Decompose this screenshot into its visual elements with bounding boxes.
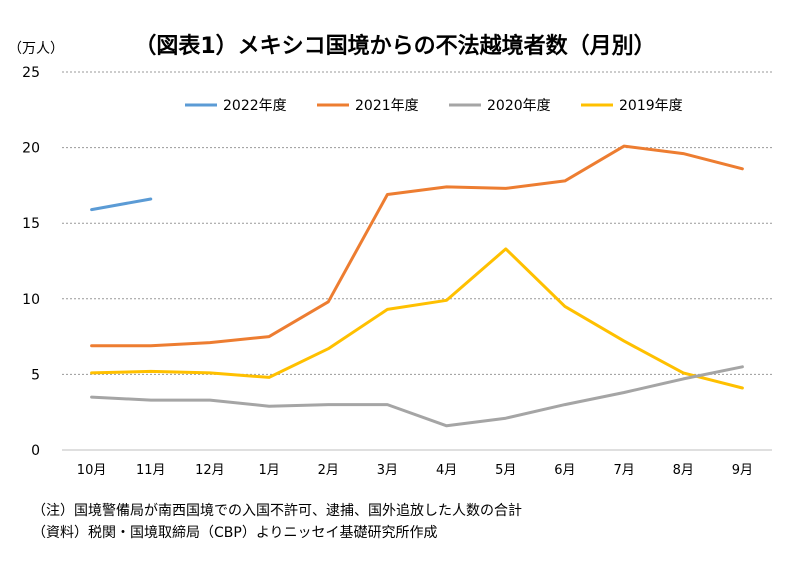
- x-tick-label: 3月: [377, 463, 398, 478]
- x-tick-labels: 10月 11月 12月 1月 2月 3月 4月 5月 6月 7月 8月 9月: [77, 463, 753, 478]
- x-tick-label: 6月: [554, 463, 575, 478]
- y-tick-label: 5: [31, 367, 40, 383]
- y-tick-labels: 0 5 10 15 20 25: [22, 65, 40, 459]
- legend-label: 2019年度: [619, 98, 683, 114]
- gridlines: [62, 71, 772, 451]
- series-line-2: [90, 144, 744, 348]
- footnote-note: （注）国境警備局が南西国境での入国不許可、逮捕、国外追放した人数の合計: [32, 503, 522, 519]
- x-tick-label: 5月: [495, 463, 516, 478]
- x-tick-label: 4月: [436, 463, 457, 478]
- y-tick-label: 20: [22, 141, 40, 157]
- legend-label: 2022年度: [223, 98, 287, 114]
- x-tick-label: 1月: [258, 463, 279, 478]
- x-tick-label: 9月: [732, 463, 753, 478]
- legend-label: 2020年度: [487, 98, 551, 114]
- footnote-source: （資料）税関・国境取締局（CBP）よりニッセイ基礎研究所作成: [32, 525, 438, 541]
- y-tick-label: 15: [22, 216, 40, 232]
- series-line-4: [90, 247, 744, 390]
- x-tick-label: 8月: [673, 463, 694, 478]
- x-tick-label: 10月: [77, 463, 107, 478]
- y-tick-label: 25: [22, 65, 40, 81]
- legend: 2022年度 2021年度 2020年度 2019年度: [185, 98, 683, 114]
- legend-label: 2021年度: [355, 98, 419, 114]
- x-tick-label: 11月: [136, 463, 166, 478]
- x-tick-label: 7月: [613, 463, 634, 478]
- y-axis-unit: （万人）: [8, 41, 64, 57]
- series-lines: [90, 144, 744, 428]
- x-tick-label: 12月: [195, 463, 225, 478]
- y-tick-label: 10: [22, 292, 40, 308]
- series-line-3: [90, 365, 744, 428]
- x-tick-label: 2月: [318, 463, 339, 478]
- chart-title: （図表1）メキシコ国境からの不法越境者数（月別）: [134, 33, 655, 59]
- y-tick-label: 0: [31, 443, 40, 459]
- series-line-1: [90, 197, 153, 212]
